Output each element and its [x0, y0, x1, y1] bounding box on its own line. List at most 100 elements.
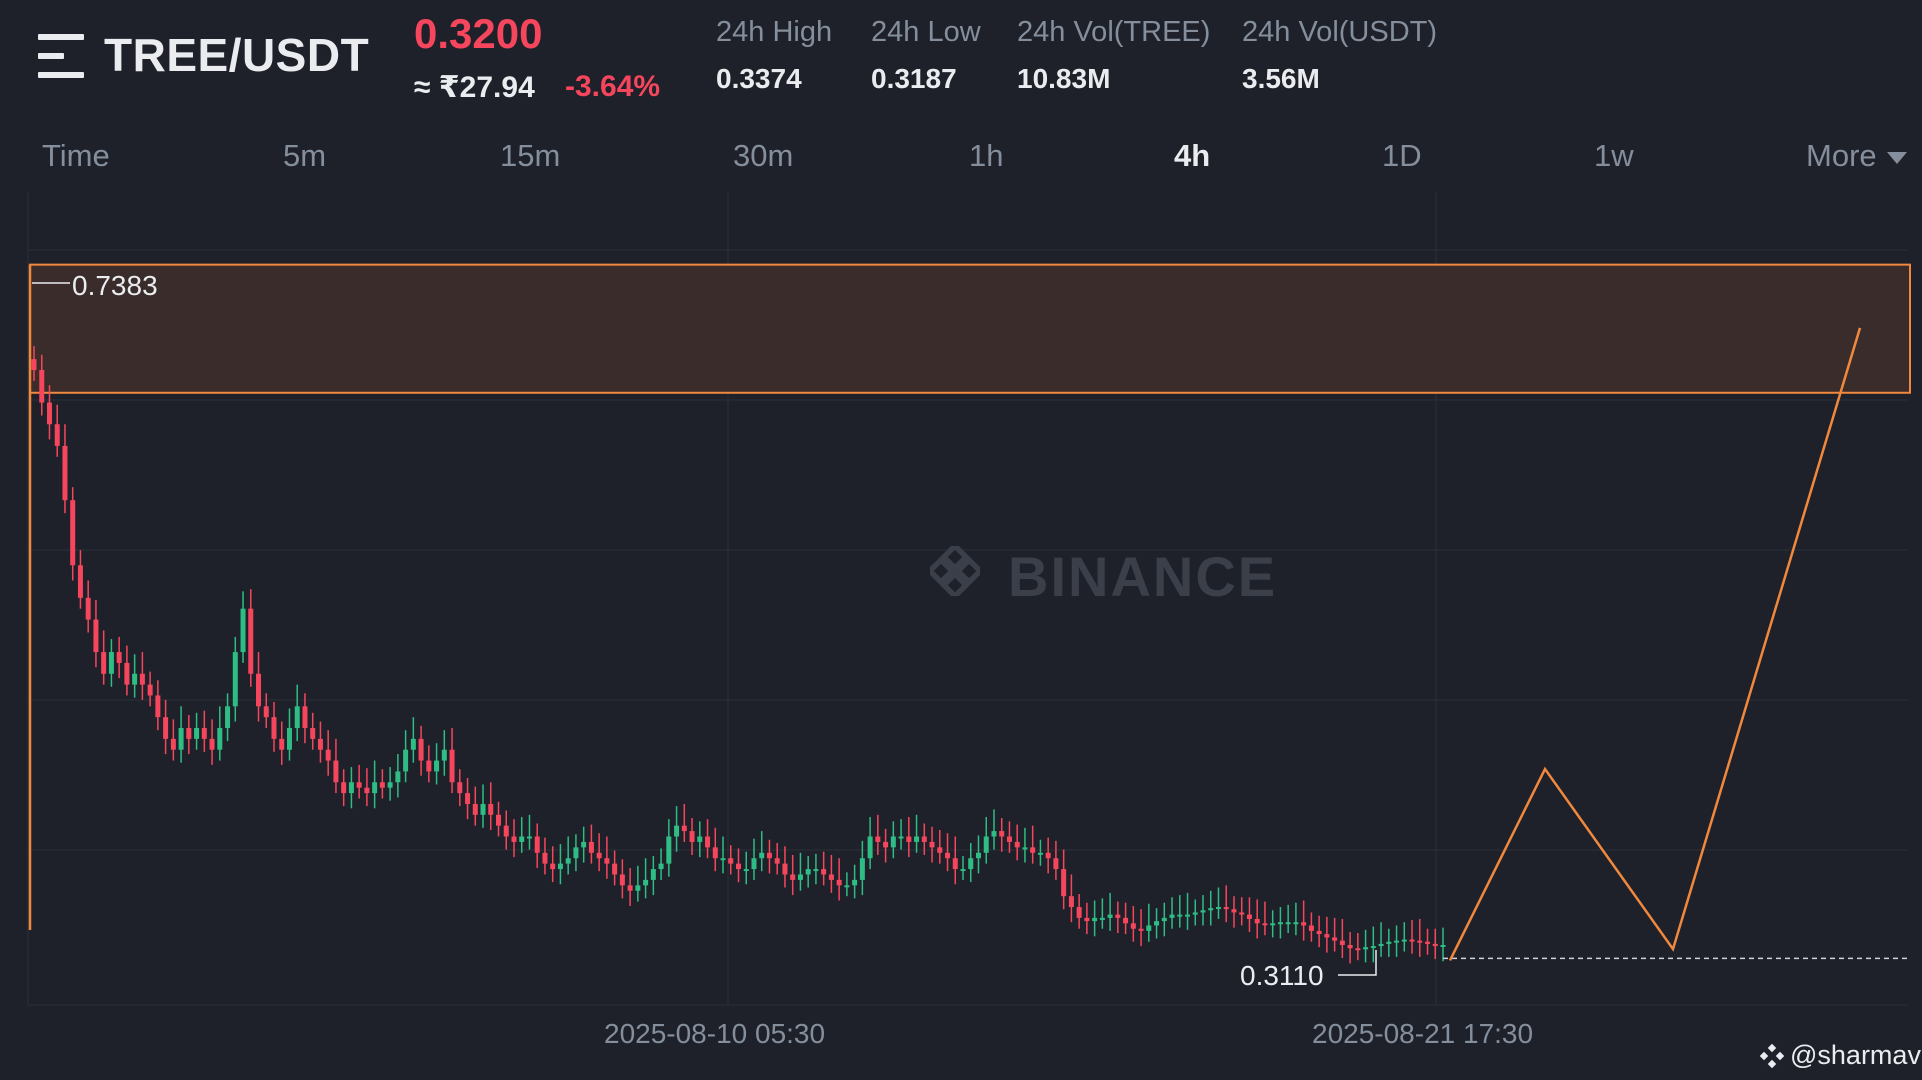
- candle-body: [821, 869, 827, 875]
- candle-body: [658, 863, 664, 870]
- low-marker-line: [1338, 950, 1377, 976]
- fiat-value: ≈ ₹27.94: [414, 71, 535, 104]
- candle-body: [256, 673, 262, 707]
- candle-body: [1277, 922, 1283, 925]
- candle-body: [519, 836, 525, 842]
- candle-body: [790, 874, 796, 880]
- stat-24h-vol-base: 24h Vol(TREE) 10.83M: [1017, 16, 1210, 95]
- candle-body: [132, 673, 138, 685]
- tab-5m[interactable]: 5m: [283, 138, 327, 173]
- candle-body: [1146, 925, 1152, 931]
- candle-body: [1239, 912, 1245, 915]
- x-axis-label: 2025-08-21 17:30: [1312, 1018, 1534, 1049]
- candle-body: [465, 793, 471, 804]
- candle-body: [217, 728, 223, 750]
- author-credit: @sharmav: [1790, 1040, 1921, 1070]
- candle-body: [348, 782, 354, 794]
- candle-body: [852, 879, 858, 886]
- candle-body: [449, 749, 455, 783]
- candle-body: [960, 869, 966, 872]
- candle-body: [356, 782, 362, 788]
- candle-body: [635, 885, 641, 891]
- candle-body: [604, 858, 610, 864]
- binance-logo-icon: [1760, 1044, 1784, 1068]
- stat-value: 3.56M: [1242, 63, 1320, 94]
- candle-body: [1347, 945, 1353, 949]
- candle-body: [279, 738, 285, 750]
- candle-body: [201, 728, 207, 739]
- candle-body: [333, 760, 339, 783]
- tab-1w[interactable]: 1w: [1594, 138, 1634, 173]
- candle-body: [1270, 923, 1276, 926]
- candle-body: [70, 500, 76, 566]
- candle-body: [550, 863, 556, 870]
- candle-body: [1370, 946, 1376, 949]
- candle-body: [666, 836, 672, 864]
- candle-body: [155, 695, 161, 718]
- candle-body: [379, 782, 385, 788]
- candle-body: [1138, 928, 1144, 931]
- candle-body: [248, 608, 254, 674]
- candle-body: [1130, 923, 1136, 929]
- tab-4h[interactable]: 4h: [1174, 138, 1211, 173]
- candle-body: [914, 836, 920, 842]
- tab-more-label: More: [1806, 138, 1877, 173]
- candle-body: [395, 771, 401, 783]
- candle-body: [170, 738, 176, 750]
- candle-body: [526, 836, 532, 839]
- candle-body: [85, 597, 91, 620]
- candle-body: [62, 445, 68, 501]
- stat-24h-low: 24h Low 0.3187: [871, 16, 981, 95]
- tab-30m[interactable]: 30m: [733, 138, 794, 173]
- candle-body: [1316, 930, 1322, 935]
- candle-body: [1068, 896, 1074, 908]
- candle-body: [1092, 917, 1098, 922]
- candle-body: [844, 885, 850, 888]
- candle-body: [828, 874, 834, 880]
- candle-body: [503, 825, 509, 837]
- candle-body: [975, 852, 981, 859]
- candle-body: [1231, 909, 1237, 913]
- candle-body: [859, 858, 865, 880]
- candle-body: [488, 803, 494, 815]
- ticker-header: TREE/USDT 0.3200 ≈ ₹27.94 -3.64% 24h Hig…: [0, 0, 1922, 120]
- candle-body: [1401, 939, 1407, 942]
- stat-value: 10.83M: [1017, 63, 1111, 94]
- candle-body: [782, 863, 788, 875]
- tab-1d[interactable]: 1D: [1382, 138, 1422, 173]
- candle-body: [712, 847, 718, 859]
- pair-title[interactable]: TREE/USDT: [104, 29, 370, 81]
- candle-body: [124, 662, 130, 685]
- binance-logo-icon: [930, 546, 980, 596]
- stat-label: 24h High: [716, 16, 833, 48]
- candle-body: [317, 738, 323, 750]
- candle-body: [906, 836, 912, 842]
- candle-body: [1107, 914, 1113, 918]
- candle-body: [225, 706, 231, 729]
- candle-body: [511, 836, 517, 842]
- candle-body: [565, 858, 571, 864]
- candle-body: [1308, 925, 1314, 931]
- candle-body: [1177, 914, 1183, 917]
- candle-body: [1061, 869, 1067, 897]
- stat-24h-high: 24h High 0.3374: [716, 16, 832, 95]
- menu-icon[interactable]: [38, 34, 84, 78]
- candle-body: [194, 728, 200, 739]
- candle-body: [573, 847, 579, 859]
- stat-value: 0.3187: [871, 63, 957, 94]
- candle-body: [867, 836, 873, 859]
- candle-body: [1394, 940, 1400, 943]
- price-change: -3.64%: [565, 70, 661, 103]
- candle-body: [1363, 947, 1369, 950]
- tab-15m[interactable]: 15m: [500, 138, 561, 173]
- candle-body: [310, 728, 316, 739]
- tab-more[interactable]: More: [1806, 138, 1907, 174]
- candle-body: [945, 852, 951, 859]
- tab-time[interactable]: Time: [42, 138, 110, 173]
- candle-body: [472, 803, 478, 815]
- tab-1h[interactable]: 1h: [969, 138, 1004, 173]
- candle-body: [968, 858, 974, 870]
- candle-body: [1262, 923, 1268, 926]
- candle-body: [650, 869, 656, 880]
